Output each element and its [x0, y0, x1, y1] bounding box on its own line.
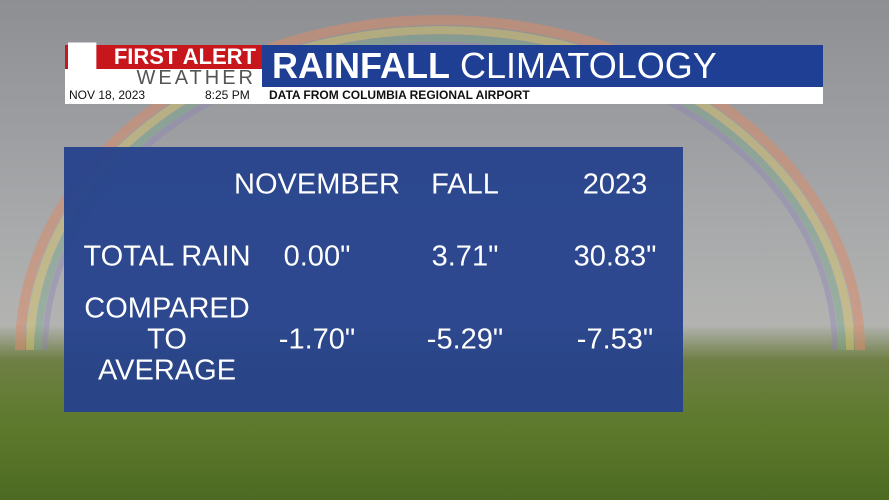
logo-bottom: WEATHER: [65, 68, 262, 88]
logo-badge: █: [68, 44, 97, 88]
logo-top: FIRST ALERT: [65, 45, 262, 69]
table-cell: -1.70": [278, 323, 356, 356]
column-header: FALL: [431, 168, 499, 201]
title-light: CLIMATOLOGY: [460, 45, 717, 86]
table-cell: 0.00": [283, 240, 351, 273]
table-cell: -7.53": [576, 323, 654, 356]
title-bar: RAINFALL CLIMATOLOGY: [262, 45, 823, 87]
row-label: COMPARED TO AVERAGE: [84, 292, 250, 387]
column-header: NOVEMBER: [234, 168, 400, 201]
info-strip: NOV 18, 2023 8:25 PM DATA FROM COLUMBIA …: [65, 87, 823, 104]
date: NOV 18, 2023: [69, 88, 146, 102]
table-cell: -5.29": [426, 323, 504, 356]
table-panel: [64, 147, 683, 412]
table-cell: 30.83": [573, 240, 657, 273]
subtitle: DATA FROM COLUMBIA REGIONAL AIRPORT: [269, 88, 530, 102]
time: 8:25 PM: [205, 88, 250, 102]
row-label: TOTAL RAIN: [83, 240, 251, 273]
column-header: 2023: [582, 168, 648, 201]
title-bold: RAINFALL: [272, 45, 450, 86]
table-cell: 3.71": [431, 240, 499, 273]
